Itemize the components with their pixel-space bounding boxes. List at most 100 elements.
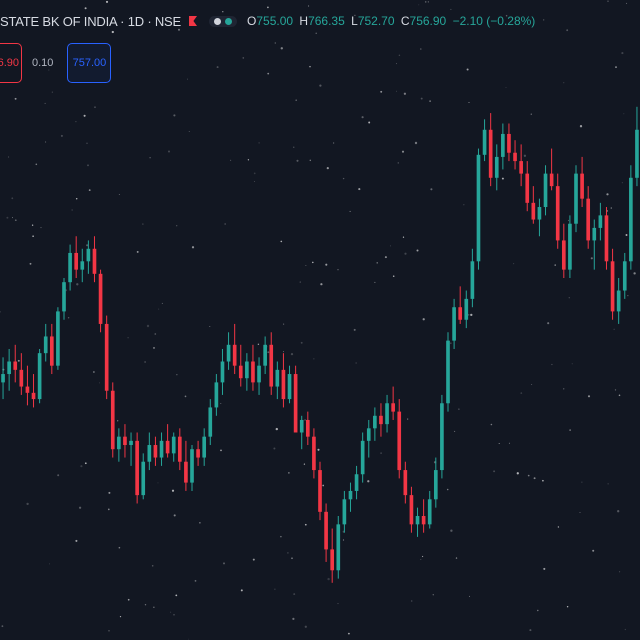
candle[interactable] [318, 461, 322, 521]
candle[interactable] [208, 399, 213, 446]
candle[interactable] [202, 428, 207, 466]
sell-button[interactable]: 6.90 [0, 43, 22, 83]
candle[interactable] [31, 374, 36, 408]
candle[interactable] [543, 165, 548, 216]
flag-icon[interactable] [189, 16, 198, 26]
candle[interactable] [427, 490, 432, 529]
candle[interactable] [184, 440, 188, 491]
candle[interactable] [141, 453, 146, 500]
candle[interactable] [586, 186, 591, 249]
candle[interactable] [49, 323, 54, 375]
candle[interactable] [635, 106, 639, 187]
candle[interactable] [257, 357, 261, 395]
candle[interactable] [153, 436, 158, 466]
candle[interactable] [494, 144, 499, 191]
candle[interactable] [440, 394, 444, 479]
candle[interactable] [123, 424, 127, 458]
candle[interactable] [373, 407, 377, 441]
candle[interactable] [68, 244, 72, 291]
candle[interactable] [19, 353, 24, 395]
candle[interactable] [580, 156, 584, 208]
candle[interactable] [415, 507, 420, 537]
candle[interactable] [348, 482, 353, 512]
candle[interactable] [245, 353, 249, 391]
candle[interactable] [287, 365, 292, 404]
candle[interactable] [177, 428, 182, 471]
candle[interactable] [464, 290, 469, 329]
candle[interactable] [421, 499, 426, 533]
candle[interactable] [592, 219, 597, 270]
candle[interactable] [269, 332, 274, 395]
candle[interactable] [263, 336, 267, 375]
candle[interactable] [482, 119, 487, 162]
candle[interactable] [80, 248, 85, 283]
candle[interactable] [293, 365, 298, 433]
candle[interactable] [519, 144, 523, 187]
symbol-title[interactable]: STATE BK OF INDIA · 1D · NSE [0, 13, 182, 29]
candle[interactable] [409, 486, 414, 533]
candle[interactable] [330, 528, 335, 583]
candle[interactable] [312, 428, 316, 479]
candle[interactable] [117, 428, 121, 462]
candle[interactable] [525, 161, 530, 212]
candle[interactable] [549, 148, 554, 191]
candle[interactable] [104, 315, 109, 400]
candle[interactable] [513, 140, 517, 170]
market-status-icon[interactable] [209, 15, 238, 27]
candle[interactable] [531, 186, 536, 224]
candle[interactable] [43, 323, 48, 362]
candle[interactable] [1, 357, 5, 400]
candle[interactable] [458, 286, 463, 324]
candle[interactable] [92, 236, 97, 283]
candle[interactable] [324, 503, 328, 562]
candle[interactable] [397, 399, 402, 479]
candle[interactable] [379, 403, 383, 437]
candle[interactable] [385, 394, 389, 433]
candle[interactable] [598, 202, 603, 241]
candle[interactable] [354, 465, 359, 500]
candle[interactable] [476, 148, 481, 270]
buy-button[interactable]: 757.00 [67, 43, 112, 83]
candle[interactable] [610, 248, 615, 320]
candle[interactable] [214, 374, 219, 416]
candle[interactable] [305, 411, 310, 446]
candle[interactable] [574, 165, 578, 233]
candle[interactable] [555, 173, 560, 249]
candle[interactable] [159, 432, 164, 466]
candle[interactable] [190, 445, 194, 491]
candle[interactable] [25, 365, 30, 406]
candle[interactable] [56, 307, 60, 370]
candle[interactable] [74, 236, 79, 278]
candle[interactable] [220, 348, 225, 395]
candle[interactable] [251, 344, 255, 391]
candle[interactable] [86, 240, 91, 274]
candle[interactable] [336, 516, 341, 579]
candle[interactable] [360, 432, 365, 483]
candle[interactable] [616, 278, 621, 324]
candle[interactable] [275, 361, 280, 400]
candle[interactable] [537, 198, 542, 237]
candle[interactable] [165, 424, 170, 458]
candle[interactable] [129, 432, 133, 466]
candle[interactable] [135, 432, 139, 504]
candle[interactable] [98, 269, 103, 333]
candle[interactable] [299, 415, 304, 450]
candle[interactable] [171, 432, 176, 462]
candle[interactable] [501, 123, 505, 170]
candle[interactable] [238, 344, 243, 387]
candle[interactable] [561, 223, 566, 278]
candle[interactable] [366, 419, 371, 458]
candle[interactable] [196, 440, 200, 466]
candle[interactable] [433, 457, 438, 508]
candle[interactable] [470, 248, 475, 308]
candle[interactable] [446, 332, 450, 412]
candle[interactable] [568, 215, 572, 278]
candle[interactable] [226, 332, 231, 370]
candle[interactable] [37, 348, 42, 404]
candle[interactable] [62, 278, 66, 320]
candle[interactable] [604, 207, 609, 270]
candle[interactable] [13, 344, 18, 383]
candle[interactable] [342, 490, 347, 533]
candle[interactable] [488, 113, 493, 187]
